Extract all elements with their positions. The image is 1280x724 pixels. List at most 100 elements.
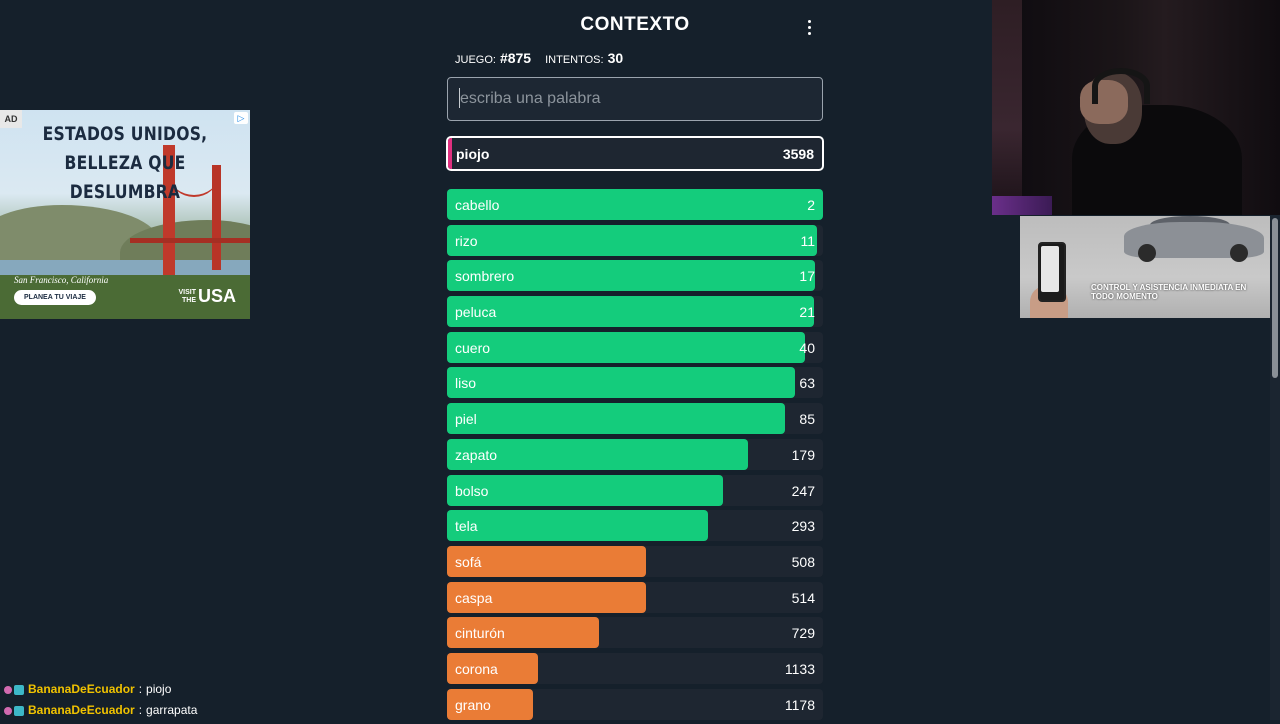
guess-word: grano [455, 696, 491, 713]
guess-word: bolso [455, 482, 489, 499]
ad-choices-icon[interactable]: ▷ [234, 112, 248, 124]
guess-row: rizo 11 [447, 224, 823, 256]
guess-row: grano 1178 [447, 688, 823, 720]
subscriber-badge-icon [4, 685, 12, 694]
guess-row: sombrero 17 [447, 260, 823, 292]
guess-word: zapato [455, 446, 498, 463]
latest-guess-accent [448, 138, 452, 169]
guess-proximity-bar [447, 545, 647, 577]
guess-row: cuero 40 [447, 331, 823, 363]
guess-row: peluca 21 [447, 296, 823, 328]
streamer-webcam [992, 0, 1280, 215]
ad-headline: ESTADOS UNIDOS, BELLEZA QUE DESLUMBRA [23, 120, 228, 207]
guess-word: tela [455, 518, 478, 535]
guess-word: rizo [455, 232, 478, 249]
chat-username: BananaDeEcuador [28, 682, 135, 696]
guess-rank: 63 [799, 375, 815, 392]
guess-rank: 11 [800, 232, 815, 249]
scrollbar-thumb[interactable] [1272, 218, 1278, 378]
guess-word: cabello [455, 197, 500, 213]
chat-separator: : [138, 703, 143, 717]
guess-proximity-bar [447, 652, 539, 684]
guess-row: corona 1133 [447, 652, 823, 684]
ad-car-text: CONTROL Y ASISTENCIA INMEDIATA EN TODO M… [1091, 283, 1247, 301]
guess-rank: 729 [791, 625, 815, 642]
guess-row: sofá 508 [447, 545, 823, 577]
latest-guess: piojo 3598 [446, 136, 824, 171]
guess-proximity-bar [447, 296, 814, 328]
chat-message: BananaDeEcuador : garrapata [4, 700, 197, 721]
guess-rank: 17 [799, 268, 815, 285]
game-info: JUEGO: #875 INTENTOS: 30 [455, 50, 623, 66]
guess-proximity-bar [447, 331, 806, 363]
chat-message: BananaDeEcuador : piojo [4, 679, 197, 700]
gift-badge-icon [14, 684, 24, 695]
guess-proximity-bar [447, 367, 795, 399]
guess-rank: 1133 [784, 660, 815, 677]
guess-rank: 179 [791, 446, 815, 463]
ad-badge: AD [0, 110, 22, 128]
guess-rank: 514 [791, 589, 815, 606]
guess-row: zapato 179 [447, 438, 823, 470]
guess-row: cabello 2 [447, 189, 823, 220]
guess-proximity-bar [447, 474, 724, 506]
guess-word: caspa [455, 589, 493, 606]
page-title: CONTEXTO [580, 14, 690, 35]
attempts-label: INTENTOS: [545, 54, 604, 66]
latest-guess-word: piojo [456, 146, 490, 162]
guess-rank: 2 [807, 197, 815, 213]
guess-word: cuero [455, 339, 491, 356]
subscriber-badge-icon [4, 706, 12, 715]
guess-proximity-bar [447, 438, 748, 470]
text-cursor [459, 88, 460, 108]
chat-separator: : [138, 682, 143, 696]
guess-proximity-bar [447, 403, 786, 435]
gift-badge-icon [14, 705, 24, 716]
guess-rank: 40 [799, 339, 815, 356]
latest-guess-rank: 3598 [782, 146, 814, 162]
game-label: JUEGO: [455, 54, 496, 66]
guess-row: piel 85 [447, 403, 823, 435]
guess-rank: 85 [799, 411, 815, 428]
chat-username: BananaDeEcuador [28, 703, 135, 717]
guess-word: piel [455, 411, 477, 428]
ad-banner-travel[interactable]: AD ▷ ESTADOS UNIDOS, BELLEZA QUE DESLUMB… [0, 110, 250, 319]
guess-proximity-bar [447, 224, 818, 256]
guess-row: cinturón 729 [447, 617, 823, 649]
guess-proximity-bar [447, 510, 708, 542]
guess-word: sofá [455, 553, 482, 570]
guess-word: peluca [455, 304, 497, 321]
guess-rank: 508 [791, 553, 815, 570]
guess-row: tela 293 [447, 510, 823, 542]
chat-text: garrapata [146, 703, 198, 717]
guess-word: corona [455, 660, 498, 677]
guess-rank: 21 [799, 304, 815, 321]
guess-row: caspa 514 [447, 581, 823, 613]
ad-logo-big: USA [198, 286, 237, 306]
more-options-icon[interactable] [800, 16, 818, 38]
ad-headline-line-1: ESTADOS UNIDOS, [42, 123, 208, 145]
ad-location: San Francisco, California [14, 275, 109, 285]
guess-word: sombrero [455, 268, 515, 285]
ad-logo: VISIT THE USA [172, 286, 236, 307]
guess-proximity-bar [447, 581, 646, 613]
word-input[interactable] [447, 77, 823, 121]
chat-overlay: BananaDeEcuador : piojo BananaDeEcuador … [4, 679, 197, 721]
guess-list: cabello 2 rizo 11 sombrero 17 peluca 21 cuero 40 l… [447, 189, 823, 724]
guess-proximity-bar [447, 189, 823, 220]
ad-cta-button[interactable]: PLANEA TU VIAJE [14, 290, 96, 305]
guess-word: liso [455, 375, 477, 392]
game-number: #875 [499, 50, 532, 66]
guess-row: bolso 247 [447, 474, 823, 506]
guess-rank: 247 [791, 482, 815, 499]
ad-banner-car[interactable]: CONTROL Y ASISTENCIA INMEDIATA EN TODO M… [1020, 216, 1270, 318]
scrollbar-track[interactable] [1270, 215, 1280, 720]
guess-rank: 293 [791, 518, 815, 535]
ad-logo-small: VISIT THE [178, 288, 196, 304]
guess-proximity-bar [447, 688, 534, 720]
ad-headline-line-2: BELLEZA QUE DESLUMBRA [64, 152, 186, 203]
guess-proximity-bar [447, 617, 599, 649]
chat-text: piojo [146, 682, 172, 696]
guess-word: cinturón [455, 625, 505, 642]
guess-row: liso 63 [447, 367, 823, 399]
